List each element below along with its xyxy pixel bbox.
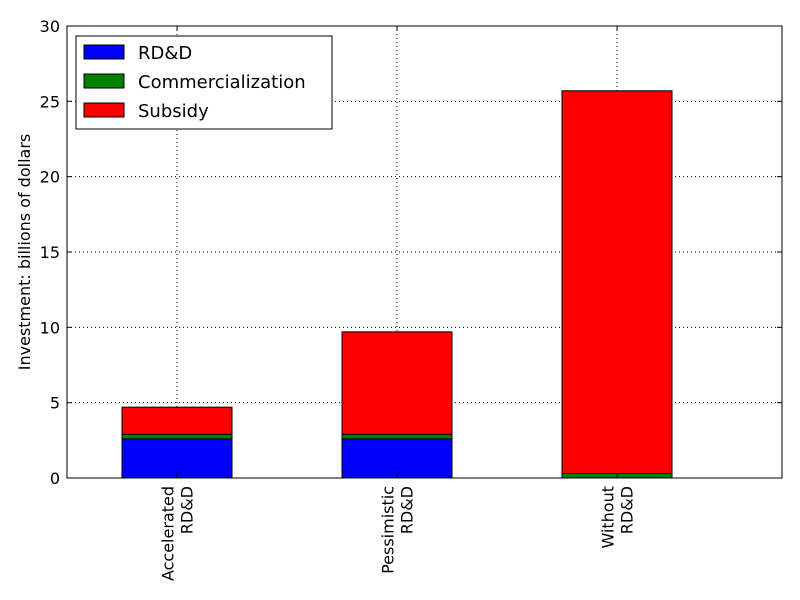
x-category-label: AcceleratedRD&D (159, 486, 197, 581)
x-category-label-line: Accelerated (159, 486, 178, 581)
legend: RD&D Commercialization Subsidy (75, 35, 333, 130)
bar-segment (341, 433, 453, 440)
legend-label: Commercialization (138, 72, 306, 93)
x-category-label-line: RD&D (618, 486, 637, 534)
y-axis: 0 5 10 15 20 25 30 (40, 17, 782, 488)
legend-label: RD&D (138, 43, 192, 64)
y-tick-label: 25 (40, 92, 60, 111)
x-category-label: PessimisticRD&D (379, 486, 417, 574)
bar-segment (121, 438, 233, 479)
x-category-label-line: RD&D (178, 486, 197, 534)
bar-segment (121, 406, 233, 435)
x-category-label: WithoutRD&D (599, 486, 637, 549)
legend-swatch (83, 73, 125, 89)
y-tick-label: 30 (40, 17, 60, 36)
bar-segment (341, 438, 453, 479)
x-category-label-line: RD&D (398, 486, 417, 534)
x-category-label-line: Without (599, 486, 618, 549)
bar-segment (341, 331, 453, 435)
x-category-label-line: Pessimistic (379, 486, 398, 574)
y-tick-label: 5 (50, 394, 60, 413)
y-tick-label: 0 (50, 469, 60, 488)
y-tick-label: 10 (40, 318, 60, 337)
legend-label: Subsidy (138, 101, 209, 122)
bars (121, 90, 673, 479)
legend-swatch (83, 44, 125, 60)
bar-segment (121, 433, 233, 440)
bar-segment (561, 90, 673, 474)
x-axis: AcceleratedRD&D PessimisticRD&D WithoutRD&… (159, 26, 637, 581)
y-axis-title: Investment: billions of dollars (15, 134, 34, 370)
y-tick-label: 20 (40, 168, 60, 187)
y-tick-label: 15 (40, 243, 60, 262)
legend-swatch (83, 102, 125, 118)
